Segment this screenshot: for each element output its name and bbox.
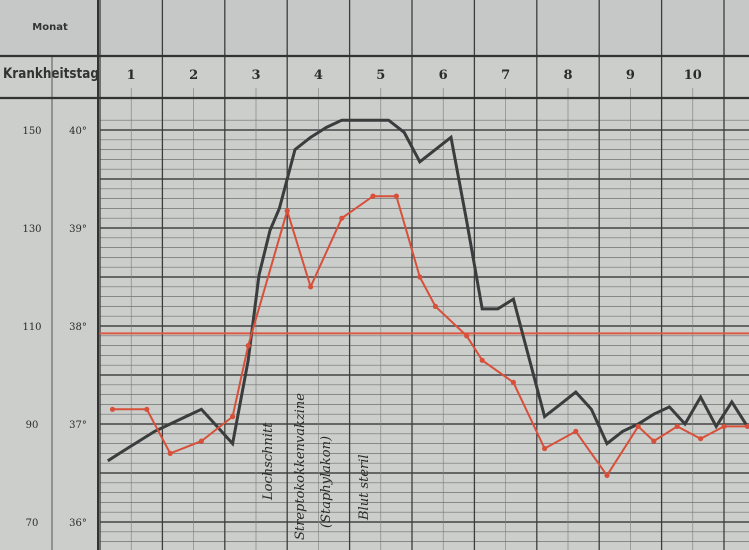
day-label: 10 — [684, 68, 702, 83]
temperature-point — [109, 406, 116, 412]
day-label: 9 — [626, 68, 635, 83]
axis-ticks: 150 130 110 90 70 40° 39° 38° 37° 36° — [22, 126, 86, 529]
day-label: 8 — [563, 68, 572, 83]
temp-tick-label: 36° — [69, 518, 87, 529]
temperature-point — [393, 193, 399, 199]
temperature-point — [651, 438, 657, 444]
temperature-point — [245, 343, 251, 349]
day-label: 5 — [376, 68, 385, 83]
annotation-text: Lochschnitt — [261, 422, 276, 501]
temperature-point — [417, 274, 423, 280]
temp-tick-label: 40° — [69, 126, 87, 137]
temperature-point — [573, 428, 579, 434]
pulse-tick-label: 110 — [22, 322, 41, 333]
temperature-point — [635, 423, 641, 430]
temp-tick-label: 37° — [69, 420, 87, 431]
temperature-point — [339, 215, 345, 221]
annotation-text: Blut steril — [357, 454, 372, 521]
temp-tick-label: 38° — [69, 322, 87, 333]
temperature-point — [370, 193, 376, 199]
temperature-point — [464, 333, 470, 339]
temperature-point — [604, 472, 610, 479]
temperature-point — [230, 414, 236, 420]
pulse-tick-label: 130 — [22, 224, 41, 235]
temperature-point — [167, 450, 173, 456]
pulse-tick-label: 70 — [26, 518, 39, 529]
temp-tick-label: 39° — [69, 224, 87, 235]
temperature-point — [510, 379, 516, 385]
series-layer — [106, 118, 749, 479]
annotation-text: Streptokokkenvakzine — [293, 393, 308, 540]
day-label: 3 — [251, 68, 260, 83]
temperature-point — [284, 208, 290, 214]
annotation-text: (Staphylakon) — [319, 436, 334, 528]
temperature-point — [479, 357, 485, 363]
month-label: Monat — [32, 22, 68, 33]
temperature-point — [721, 423, 727, 430]
day-label: 2 — [189, 68, 198, 83]
day-header-label: Krankheitstag — [3, 66, 99, 82]
temperature-point — [432, 303, 438, 309]
temperature-point — [198, 438, 204, 444]
temperature-point — [744, 423, 749, 430]
pulse-tick-label: 90 — [26, 420, 39, 431]
day-label: 7 — [501, 68, 510, 83]
temperature-point — [144, 406, 150, 412]
temperature-point — [542, 445, 548, 452]
temperature-point — [674, 423, 680, 430]
pulse-tick-label: 150 — [22, 126, 41, 137]
day-label: 1 — [127, 68, 136, 83]
day-label: 6 — [439, 68, 448, 83]
temperature-point — [698, 436, 704, 442]
header-month-row — [0, 0, 749, 56]
temperature-point — [308, 284, 314, 290]
header: Monat Krankheitstag — [0, 0, 749, 82]
day-label: 4 — [314, 68, 323, 83]
annotations: Lochschnitt Streptokokkenvakzine (Staphyla… — [261, 393, 372, 540]
